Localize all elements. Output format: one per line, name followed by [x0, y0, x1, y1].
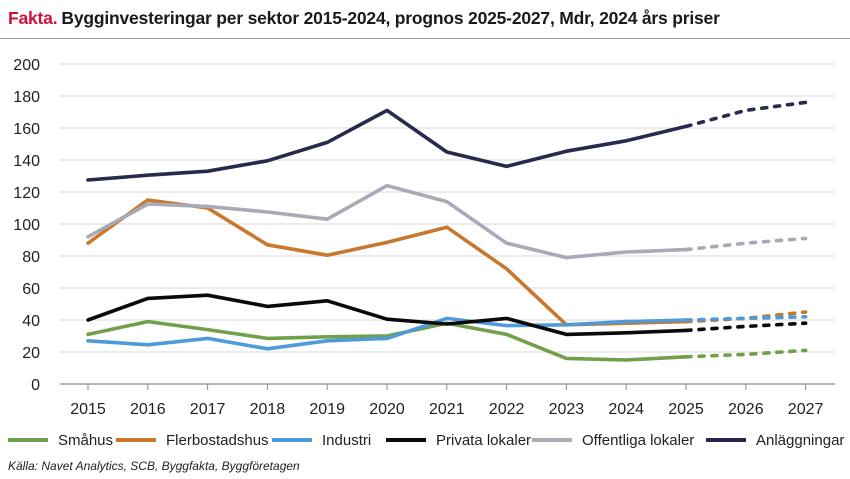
x-tick-label: 2027	[788, 401, 824, 418]
x-tick-label: 2024	[608, 401, 644, 418]
x-tick-label: 2016	[130, 401, 166, 418]
series-line-industri	[86, 316, 688, 351]
x-tick-label: 2026	[728, 401, 764, 418]
legend-label: Privata lokaler	[436, 431, 532, 449]
legend-label: Flerbostadshus	[166, 431, 269, 449]
x-tick-label: 2023	[549, 401, 585, 418]
y-tick-label: 100	[13, 217, 40, 234]
legend-swatch	[386, 438, 426, 442]
chart-legend: Småhus Flerbostadshus Industri Privata loka…	[8, 428, 850, 452]
series-line-flerbostadshus	[86, 198, 688, 327]
x-tick-label: 2019	[309, 401, 345, 418]
series-line-småhus	[86, 319, 688, 362]
legend-item: Industri	[272, 428, 371, 452]
legend-swatch	[116, 438, 156, 442]
y-tick-label: 20	[22, 345, 40, 362]
x-tick-label: 2018	[250, 401, 286, 418]
y-tick-label: 40	[22, 313, 40, 330]
series-forecast-småhus	[684, 348, 808, 359]
title-tag: Fakta.	[8, 8, 58, 28]
x-tick-label: 2015	[70, 401, 106, 418]
legend-label: Anläggningar	[756, 431, 845, 449]
series-line-anläggningar	[86, 108, 688, 182]
chart-title: Fakta. Bygginvesteringar per sektor 2015-…	[8, 8, 720, 29]
legend-item: Flerbostadshus	[116, 428, 269, 452]
source-note: Källa: Navet Analytics, SCB, Byggfakta, …	[8, 459, 300, 473]
title-divider	[0, 38, 850, 39]
y-tick-label: 180	[13, 89, 40, 106]
x-tick-label: 2021	[429, 401, 465, 418]
y-tick-label: 160	[13, 121, 40, 138]
legend-label: Småhus	[58, 431, 114, 449]
legend-item: Småhus	[8, 428, 113, 452]
legend-label: Offentliga lokaler	[582, 431, 695, 449]
y-tick-label: 80	[22, 249, 40, 266]
series-forecast-offentliga-lokaler	[684, 236, 808, 252]
x-tick-label: 2017	[190, 401, 226, 418]
y-tick-label: 200	[13, 57, 40, 74]
y-tick-label: 120	[13, 185, 40, 202]
x-tick-label: 2022	[489, 401, 525, 418]
x-tick-label: 2020	[369, 401, 405, 418]
legend-label: Industri	[322, 431, 372, 449]
legend-swatch	[532, 438, 572, 442]
y-tick-label: 60	[22, 281, 40, 298]
legend-item: Anläggningar	[706, 428, 844, 452]
legend-swatch	[272, 438, 312, 442]
y-tick-label: 140	[13, 153, 40, 170]
series-forecast-anläggningar	[684, 100, 808, 129]
series-forecast-privata-lokaler	[684, 321, 808, 333]
series-line-offentliga-lokaler	[86, 183, 688, 260]
x-tick-label: 2025	[668, 401, 704, 418]
legend-item: Privata lokaler	[386, 428, 531, 452]
legend-swatch	[706, 438, 746, 442]
legend-item: Offentliga lokaler	[532, 428, 694, 452]
series-line-privata-lokaler	[86, 293, 688, 337]
y-tick-label: 0	[31, 377, 40, 394]
title-text: Bygginvesteringar per sektor 2015-2024, …	[61, 8, 720, 28]
line-chart: 0 20 40 60 80 100 120 140 160 180 200 2015 2016 2017 2…	[13, 57, 835, 418]
legend-swatch	[8, 438, 48, 442]
